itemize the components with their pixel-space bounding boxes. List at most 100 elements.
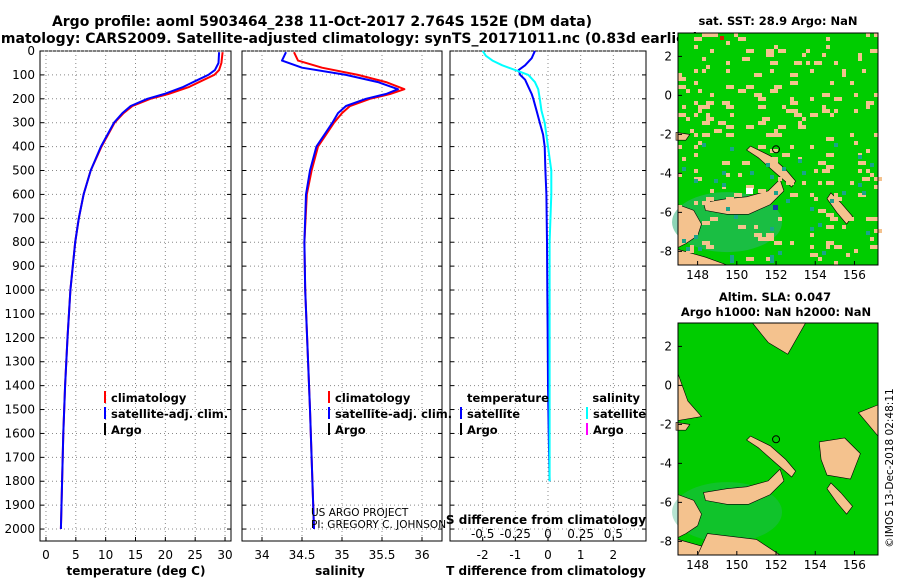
map-sst-pixel bbox=[730, 147, 734, 151]
map-cloud-pixel bbox=[678, 205, 682, 209]
profile-line-satellite-adj-clim- bbox=[281, 51, 399, 530]
map-cloud-pixel bbox=[846, 217, 854, 221]
map-sst-pixel bbox=[686, 247, 690, 251]
map-cloud-pixel bbox=[854, 109, 858, 113]
map-cloud-pixel bbox=[806, 49, 810, 53]
map-cloud-pixel bbox=[834, 61, 838, 65]
map-sst-pixel bbox=[862, 191, 866, 195]
depth-tick-label: 700 bbox=[12, 211, 35, 225]
sla-map-title-line2: Argo h1000: NaN h2000: NaN bbox=[681, 305, 871, 319]
map-sst-pixel bbox=[702, 143, 706, 147]
top-tick-label: -0.5 bbox=[471, 527, 494, 541]
map-cloud-pixel bbox=[706, 113, 710, 117]
map-lon-label: 150 bbox=[725, 268, 748, 282]
map-cloud-pixel bbox=[702, 121, 710, 125]
x-tick-label: 36 bbox=[414, 548, 429, 562]
map-cloud-pixel bbox=[762, 117, 770, 121]
map-cloud-pixel bbox=[866, 105, 870, 109]
map-cloud-pixel bbox=[854, 93, 858, 97]
map-cloud-pixel bbox=[874, 33, 878, 37]
argo-float-marker bbox=[772, 435, 781, 444]
legend-label-climatology: climatology bbox=[111, 391, 187, 405]
map-cloud-pixel bbox=[754, 225, 758, 229]
map-cloud-pixel bbox=[746, 49, 754, 53]
difference-legend: temperature satellite Argo salinity sate… bbox=[460, 391, 646, 437]
map-cloud-pixel bbox=[818, 257, 822, 261]
map-cloud-pixel bbox=[710, 33, 718, 37]
map-cloud-pixel bbox=[678, 73, 682, 77]
map-sst-pixel bbox=[770, 259, 774, 263]
map-cloud-pixel bbox=[742, 57, 750, 61]
map-cloud-pixel bbox=[818, 181, 822, 185]
map-cloud-pixel bbox=[862, 69, 866, 73]
map-sst-pixel bbox=[858, 183, 862, 187]
difference-axis-label: T difference from climatology bbox=[446, 564, 646, 578]
map-missing-pixel bbox=[746, 188, 753, 194]
map-cloud-pixel bbox=[678, 173, 682, 177]
x-tick-label: 30 bbox=[217, 548, 232, 562]
map-cloud-pixel bbox=[786, 181, 790, 185]
map-cloud-pixel bbox=[698, 109, 702, 113]
map-cloud-pixel bbox=[790, 181, 794, 185]
sst-map-title: sat. SST: 28.9 Argo: NaN bbox=[698, 14, 857, 28]
map-cloud-pixel bbox=[694, 145, 698, 149]
map-cloud-pixel bbox=[678, 213, 682, 217]
map-cloud-pixel bbox=[766, 49, 774, 53]
profile-line-climatology bbox=[59, 52, 224, 530]
map-cloud-pixel bbox=[770, 89, 778, 93]
map-cloud-pixel bbox=[822, 109, 830, 113]
map-cloud-pixel bbox=[734, 193, 742, 197]
map-cloud-pixel bbox=[758, 189, 766, 193]
map-cloud-pixel bbox=[698, 105, 702, 109]
map-lon-label: 148 bbox=[686, 558, 709, 572]
map-lat-label: 0 bbox=[664, 378, 672, 392]
map-cloud-pixel bbox=[678, 113, 686, 117]
map-cloud-pixel bbox=[842, 69, 846, 73]
map-cloud-pixel bbox=[698, 141, 702, 145]
x-tick-label: 1 bbox=[577, 548, 585, 562]
map-lat-label: 0 bbox=[664, 88, 672, 102]
map-cloud-pixel bbox=[682, 157, 686, 161]
map-cloud-pixel bbox=[826, 137, 834, 141]
map-sst-pixel bbox=[798, 159, 802, 163]
map-cool-pixel bbox=[773, 205, 778, 210]
map-sst-pixel bbox=[842, 191, 846, 195]
map-cloud-pixel bbox=[834, 197, 842, 201]
map-sst-pixel bbox=[722, 171, 726, 175]
map-cloud-pixel bbox=[858, 169, 862, 173]
map-sst-pixel bbox=[770, 255, 774, 259]
map-cloud-pixel bbox=[754, 73, 762, 77]
map-cloud-pixel bbox=[826, 245, 830, 249]
map-cloud-pixel bbox=[790, 109, 798, 113]
map-cloud-pixel bbox=[834, 109, 838, 113]
map-cloud-pixel bbox=[710, 93, 714, 97]
map-cloud-pixel bbox=[790, 73, 798, 77]
map-sst-pixel bbox=[818, 223, 822, 227]
legend-label-climatology: climatology bbox=[335, 391, 411, 405]
map-cloud-pixel bbox=[710, 49, 714, 53]
depth-tick-label: 1000 bbox=[4, 283, 35, 297]
map-sst-pixel bbox=[694, 235, 698, 239]
top-tick-label: 0 bbox=[544, 527, 552, 541]
map-cloud-pixel bbox=[802, 117, 806, 121]
map-cloud-pixel bbox=[694, 153, 698, 157]
map-sst-pixel bbox=[714, 179, 718, 183]
map-cloud-pixel bbox=[866, 169, 870, 173]
map-cloud-pixel bbox=[694, 69, 698, 73]
map-cloud-pixel bbox=[786, 109, 790, 113]
map-cloud-pixel bbox=[830, 81, 834, 85]
depth-tick-label: 1200 bbox=[4, 331, 35, 345]
map-cloud-pixel bbox=[826, 213, 834, 217]
map-cloud-pixel bbox=[870, 49, 878, 53]
x-tick-label: 34 bbox=[254, 548, 269, 562]
map-cloud-pixel bbox=[790, 193, 798, 197]
map-cloud-pixel bbox=[874, 133, 878, 137]
temperature-grid bbox=[40, 50, 231, 541]
map-cloud-pixel bbox=[722, 101, 726, 105]
figure-title-line2: Climatology: CARS2009. Satellite-adjuste… bbox=[0, 31, 699, 47]
map-cloud-pixel bbox=[822, 169, 830, 173]
map-sst-pixel bbox=[770, 227, 774, 231]
map-cloud-pixel bbox=[702, 33, 710, 37]
map-cloud-pixel bbox=[774, 241, 782, 245]
map-cloud-pixel bbox=[678, 77, 686, 81]
